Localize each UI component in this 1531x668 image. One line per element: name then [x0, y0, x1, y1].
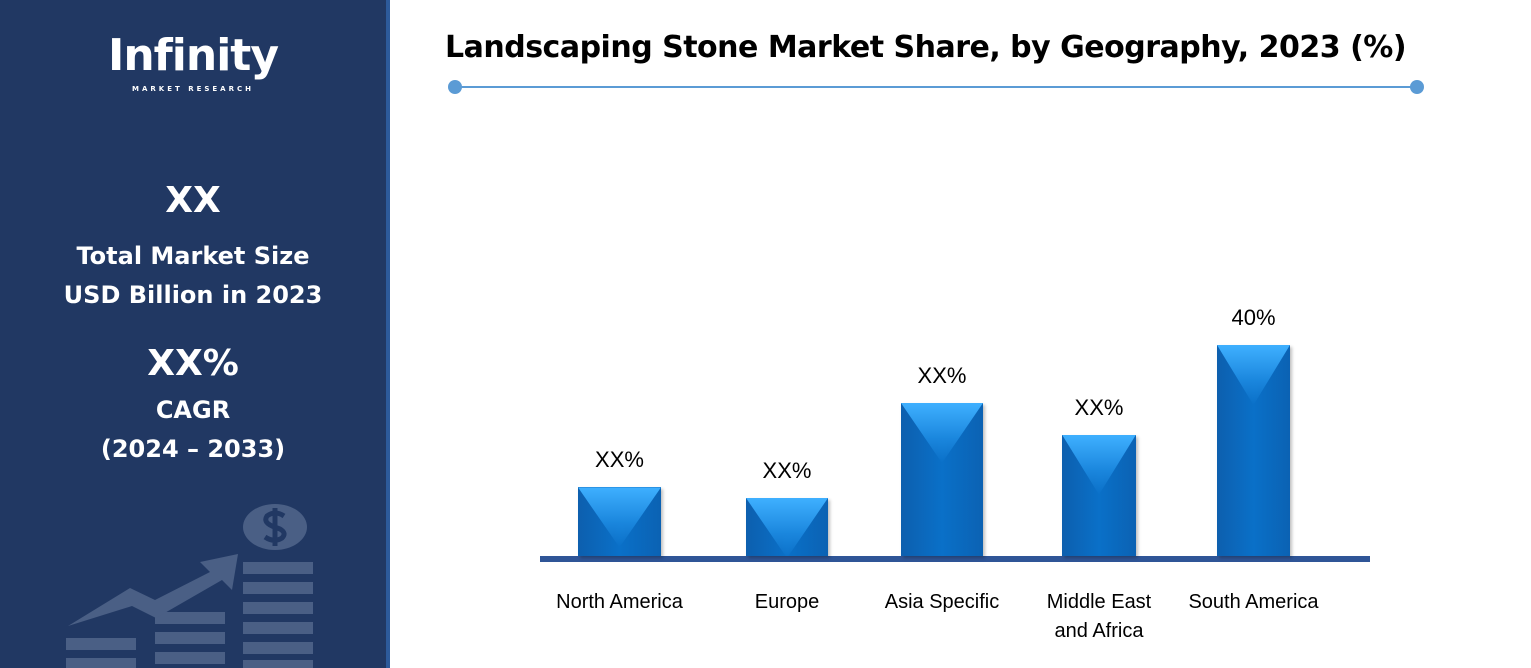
cagr-value: XX%: [147, 343, 239, 384]
growth-chart-dollar-icon: [66, 504, 313, 668]
data-label: 40%: [1231, 305, 1276, 330]
market-size-label: Total Market Size: [76, 242, 310, 270]
bar-3: [1062, 434, 1136, 556]
title-underline: [455, 86, 1417, 88]
data-label: XX%: [595, 447, 644, 473]
data-label: XX%: [762, 457, 812, 483]
market-size-value: XX: [165, 180, 221, 221]
market-size-unit: USD Billion in 2023: [63, 281, 323, 309]
bar-2: [901, 403, 983, 556]
logo-subtext: MARKET RESEARCH: [132, 85, 254, 93]
bar-1: [746, 497, 828, 556]
category-label: North America: [556, 591, 683, 613]
bar-0: [578, 487, 661, 556]
category-label: Asia Specific: [884, 591, 1000, 613]
title-line-start-dot: [448, 80, 462, 94]
category-label: Middle East and Africa: [1046, 591, 1152, 642]
category-label: Europe: [754, 591, 820, 613]
sidebar: Infinity MARKET RESEARCH XX Total Market…: [0, 0, 390, 668]
title-line-end-dot: [1410, 80, 1424, 94]
logo-text: Infinity: [107, 30, 279, 81]
data-label: XX%: [917, 363, 967, 389]
cagr-period: (2024 – 2033): [100, 435, 286, 463]
data-label: XX%: [1074, 394, 1124, 420]
logo: Infinity MARKET RESEARCH: [0, 30, 386, 94]
category-label: South America: [1188, 591, 1319, 613]
chart-title: Landscaping Stone Market Share, by Geogr…: [445, 30, 1407, 65]
bar-4: [1217, 345, 1290, 556]
cagr-label: CAGR: [155, 396, 231, 424]
x-axis-line: [540, 556, 1370, 562]
